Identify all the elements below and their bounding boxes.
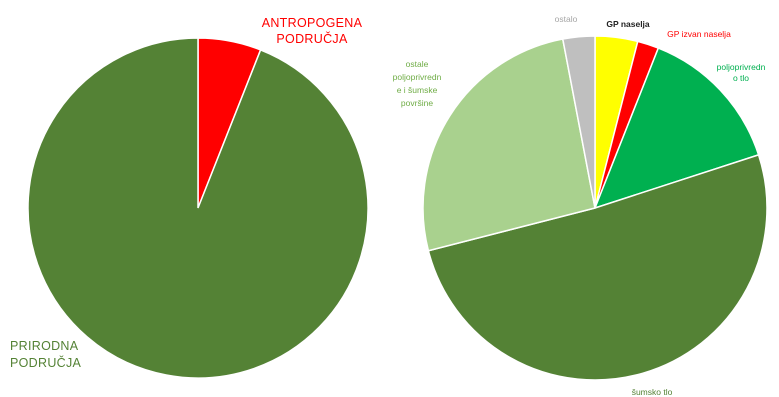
slice-label-antropogena-podrucja: ANTROPOGENA PODRUČJA	[262, 16, 363, 46]
slice-label-poljoprivredno-tlo: poljoprivredn o tlo	[717, 62, 766, 83]
pie-slice-sumsko-tlo	[427, 153, 768, 381]
slice-label-ostale-poljoprivredne-i-sumske-povrsine: ostale poljoprivredn e i šumske površine	[393, 59, 442, 108]
slice-label-prirodna-podrucja: PRIRODNA PODRUČJA	[10, 339, 82, 370]
slice-label-ostalo: ostalo	[555, 14, 578, 24]
slice-label-sumsko-tlo: šumsko tlo	[632, 387, 673, 397]
pie-slice-ostale-poljoprivredne-i-sumske-povrsine	[422, 38, 596, 252]
pie-slice-prirodna-podrucja	[27, 37, 369, 379]
slice-label-gp-izvan-naselja: GP izvan naselja	[667, 29, 731, 39]
slice-label-gp-naselja: GP naselja	[606, 19, 650, 29]
pie-chart-land-use-detail: GP naselja GP izvan naselja poljoprivredn o…	[393, 14, 768, 397]
pie-chart-land-use-overview: ANTROPOGENA PODRUČJA PRIRODNA PODRUČJA	[10, 16, 369, 379]
pie-slice-ostalo	[561, 35, 596, 209]
